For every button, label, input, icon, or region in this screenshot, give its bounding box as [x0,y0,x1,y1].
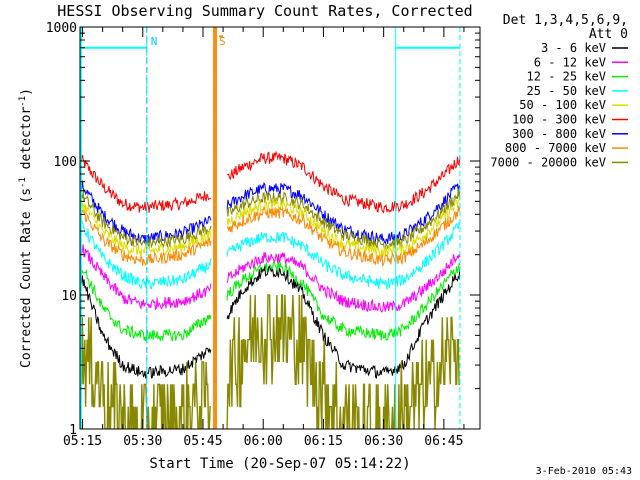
series-line [226,294,460,429]
x-tick-label: 06:00 [244,434,283,449]
saa-band [213,27,218,429]
y-tick-label: 1000 [46,21,77,36]
series-line [80,317,211,429]
legend-entry-label: 800 - 7000 keV [505,141,606,155]
series-line [80,209,212,267]
series-line [80,262,212,342]
legend-entry-label: 25 - 50 keV [527,84,606,98]
series-line [226,251,461,313]
chart-title: HESSI Observing Summary Count Rates, Cor… [57,2,472,20]
y-tick-label: 1 [69,423,77,438]
series-line [80,275,212,379]
series-line [226,196,461,258]
legend-entry-label: 50 - 100 keV [519,98,606,112]
series-line [80,244,212,311]
legend-entry-label: 3 - 6 keV [541,41,606,55]
plot-frame [79,26,481,430]
legend-entry-label: 100 - 300 keV [512,113,606,127]
x-axis-label: Start Time (20-Sep-07 05:14:22) [149,456,410,472]
series-line [226,150,461,214]
y-tick-label: 10 [61,289,77,304]
legend-header-line1: Det 1,3,4,5,6,9, [503,13,628,28]
x-tick-label: 06:15 [304,434,343,449]
series-line [226,221,461,290]
flag-label: N [151,35,158,48]
y-axis: 1 10 100 1000 [46,21,480,438]
series-line [80,154,212,213]
series-line [80,180,212,244]
legend-entry-label: 6 - 12 keV [534,55,606,69]
legend-entry-label: 300 - 800 keV [512,127,606,141]
series-line [80,199,212,257]
x-tick-label: 06:30 [364,434,403,449]
x-tick-label: 06:45 [424,434,463,449]
flag-label: S [219,35,226,48]
series-line [80,191,212,249]
y-axis-label: Corrected Count Rate (s-1 detector-1) [18,88,34,368]
legend-entry-label: 7000 - 20000 keV [490,155,606,169]
series-line [226,188,461,252]
x-tick-label: 05:45 [183,434,222,449]
series-layer [80,150,461,429]
series-line [226,261,461,341]
series-line [80,219,212,290]
series-line [226,265,461,379]
series-line [226,205,461,268]
x-tick-label: 05:15 [63,434,102,449]
legend-header-line2: Att 0 [589,27,628,42]
footer-date: 3-Feb-2010 05:43 [536,466,632,477]
x-axis: 05:15 05:30 05:45 06:00 06:15 06:30 06:45 [63,27,465,449]
legend-entry-label: 12 - 25 keV [527,70,606,84]
x-tick-label: 05:30 [123,434,162,449]
y-tick-label: 100 [54,155,77,170]
